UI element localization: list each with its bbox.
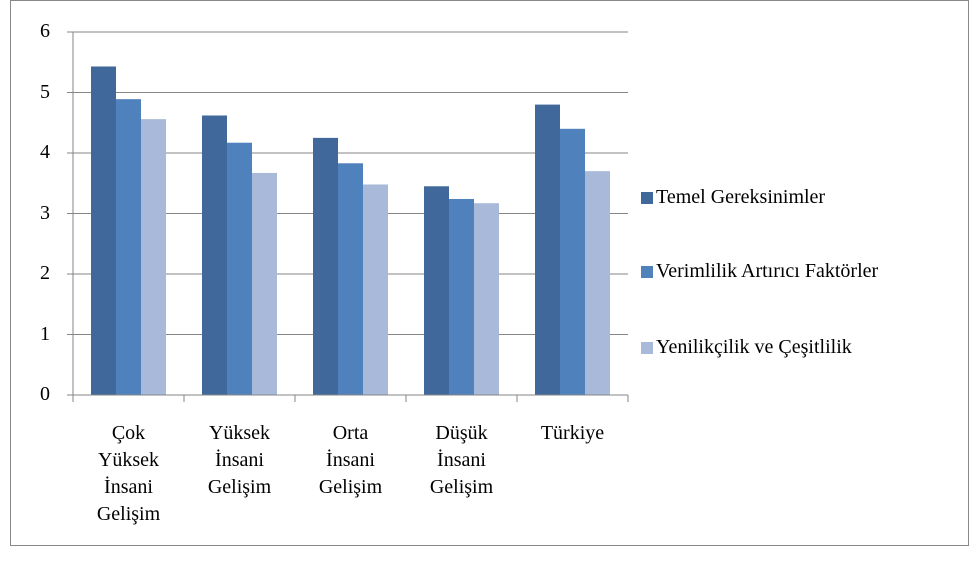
y-tick-label: 6	[40, 20, 50, 42]
bar	[91, 66, 116, 396]
y-tick-label: 2	[40, 262, 50, 284]
bar	[474, 203, 499, 395]
y-tick-label: 1	[40, 322, 50, 345]
bar	[535, 104, 560, 395]
bar	[585, 171, 610, 395]
legend-label: Temel Gereksinimler	[656, 186, 826, 208]
x-tick-label: Yüksek İnsani Gelişim	[207, 422, 272, 498]
legend-label: Verimlilik Artırıcı Faktörler	[656, 260, 879, 282]
bar	[363, 184, 388, 395]
y-tick-label: 0	[40, 383, 50, 405]
bar	[313, 137, 338, 395]
legend-swatch	[641, 342, 653, 354]
y-tick-label: 5	[40, 80, 50, 103]
legend-label: Yenilikçilik ve Çeşitlilik	[656, 336, 852, 358]
x-tick-label: Düşük İnsani Gelişim	[429, 422, 494, 498]
bar	[560, 128, 585, 396]
bar	[338, 163, 363, 395]
bar	[424, 186, 449, 395]
bar	[141, 119, 166, 396]
legend-swatch	[641, 266, 653, 278]
x-tick-label: Çok Yüksek İnsani Gelişim	[96, 422, 161, 525]
bar	[252, 172, 277, 395]
bar	[116, 99, 141, 395]
y-tick-label: 3	[40, 201, 50, 224]
x-tick-label: Orta İnsani Gelişim	[318, 422, 383, 498]
bar	[227, 142, 252, 395]
x-tick-label: Türkiye	[540, 422, 605, 444]
bar	[202, 115, 227, 396]
y-tick-label: 4	[40, 141, 50, 163]
chart-border	[10, 0, 969, 546]
bar	[449, 198, 474, 395]
legend-swatch	[641, 192, 653, 204]
